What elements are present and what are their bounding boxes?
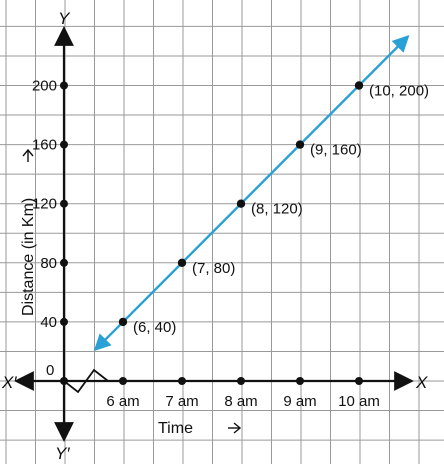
data-point <box>295 140 305 149</box>
x-tick-dot <box>296 377 304 385</box>
data-point-label: (7, 80) <box>192 260 235 277</box>
x-tick-label: 9 am <box>283 393 316 410</box>
x-axis-title-arrowhead <box>233 422 242 434</box>
x-tick-dot <box>119 377 127 385</box>
y-tick-dot <box>60 140 68 149</box>
x-axis-title: Time <box>158 420 242 437</box>
y-axis-letter-negative: Y′ <box>55 444 70 463</box>
y-axis-title-text: Distance (in Km) <box>20 198 37 316</box>
x-tick-label: 7 am <box>165 393 198 410</box>
y-axis-title: Distance (in Km) <box>20 148 37 316</box>
y-axis-title-arrowhead <box>22 148 34 157</box>
y-tick-label: 40 <box>40 314 57 331</box>
x-tick-label: 6 am <box>106 393 139 410</box>
y-tick-dot <box>60 199 68 208</box>
data-point-label: (9, 160) <box>310 142 362 159</box>
axis-break-zigzag <box>63 368 109 394</box>
origin-dot <box>60 377 68 385</box>
data-points <box>60 81 364 385</box>
x-tick-labels: 6 am 7 am 8 am 9 am 10 am <box>106 393 380 410</box>
series-line-group <box>93 34 410 352</box>
x-tick-dot <box>355 377 363 385</box>
data-point <box>177 258 187 267</box>
y-tick-label: 160 <box>32 137 57 154</box>
data-point <box>118 317 128 327</box>
point-labels: (6, 40) (7, 80) (8, 120) (9, 160) (10, 200) <box>133 83 429 336</box>
origin-label: 0 <box>46 362 54 379</box>
x-axis-letter: X <box>415 373 428 392</box>
y-tick-dot <box>60 81 68 90</box>
x-tick-dot <box>237 377 245 385</box>
y-tick-label: 80 <box>40 255 57 272</box>
x-tick-dot <box>178 377 186 385</box>
x-axis-letter-negative: X′ <box>1 373 17 392</box>
x-tick-label: 8 am <box>224 393 257 410</box>
data-point-label: (8, 120) <box>251 201 303 218</box>
y-tick-label: 200 <box>32 78 57 95</box>
data-point-label: (6, 40) <box>133 319 176 336</box>
data-point <box>236 199 246 208</box>
x-axis-title-text: Time <box>158 420 193 437</box>
y-tick-dot <box>60 258 68 267</box>
y-tick-label: 120 <box>32 196 57 213</box>
data-point <box>354 81 364 90</box>
y-tick-labels: 40 80 120 160 200 <box>32 78 57 331</box>
series-line <box>93 34 410 352</box>
y-axis-letter: Y <box>58 9 71 28</box>
x-tick-label: 10 am <box>338 393 380 410</box>
y-tick-dot <box>60 317 68 326</box>
data-point-label: (10, 200) <box>369 83 429 100</box>
